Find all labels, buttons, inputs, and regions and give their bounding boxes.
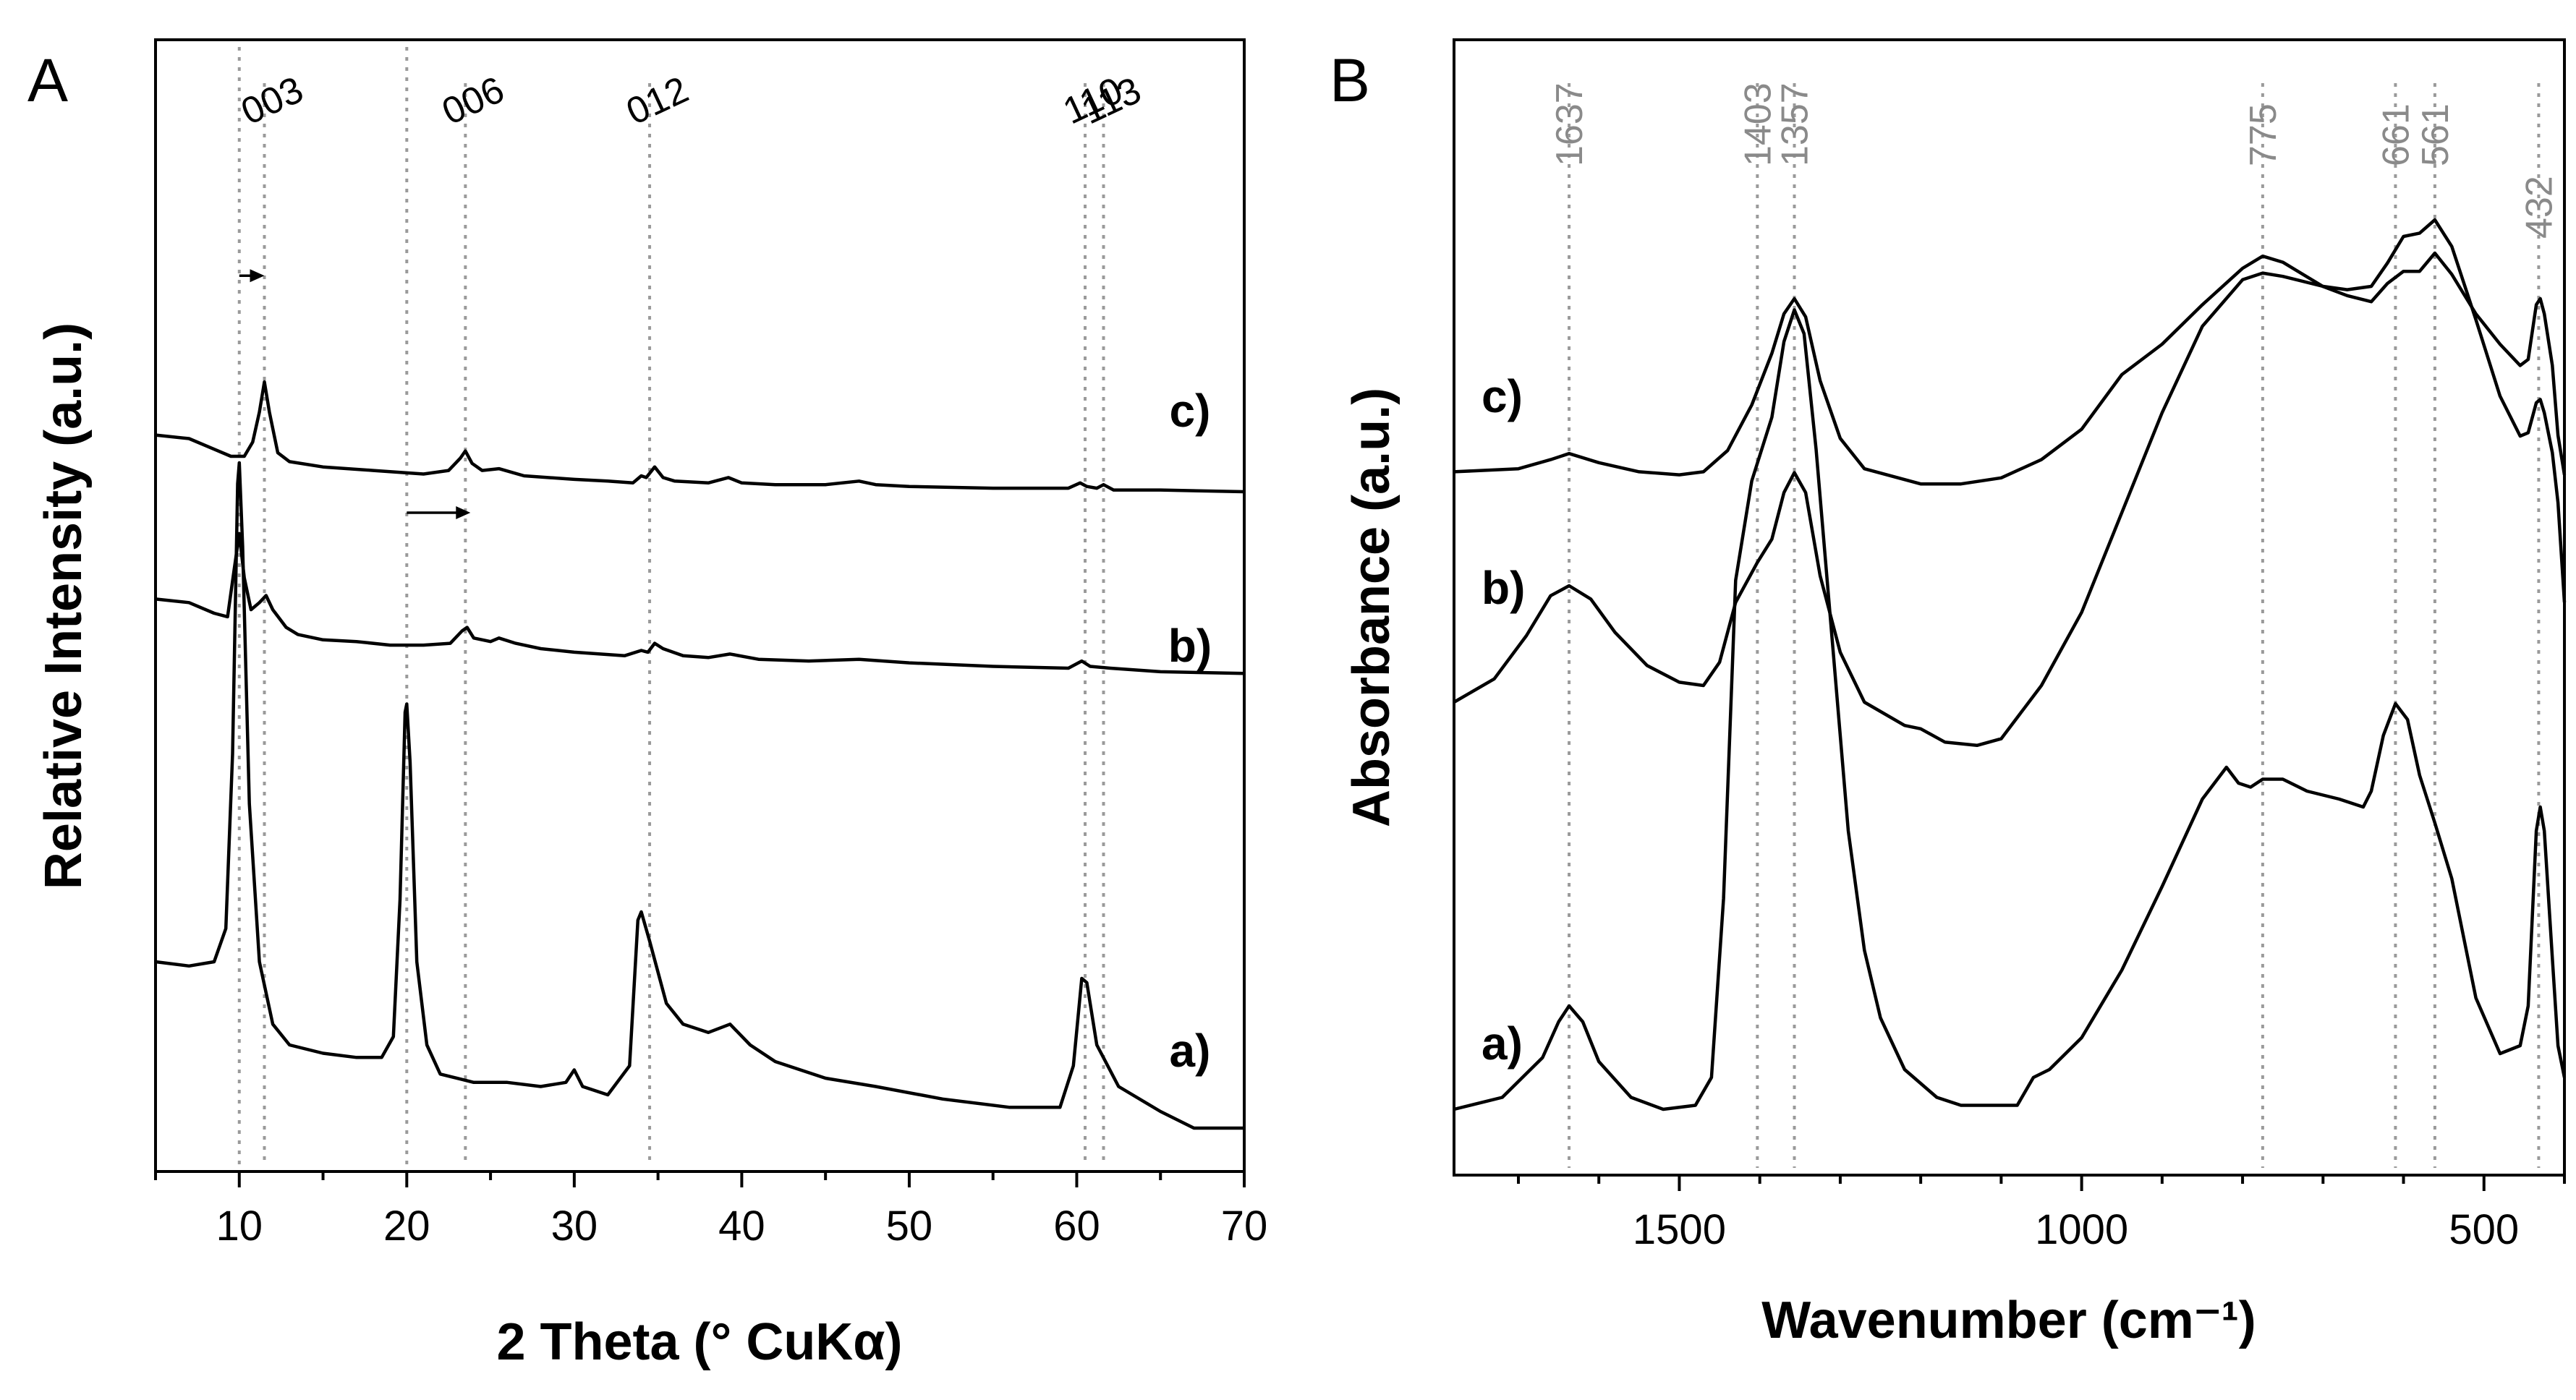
x-tick-label-30: 30 [551, 1203, 598, 1250]
peak-label-432: 432 [2518, 176, 2560, 239]
panel-a-shift-arrows [239, 269, 471, 519]
peak-label-661: 661 [2375, 103, 2417, 166]
x-tick-label-1500: 1500 [1633, 1206, 1726, 1253]
peak-label-1357: 1357 [1774, 82, 1816, 166]
peak-label-1637: 1637 [1549, 82, 1591, 166]
peak-label-012: 012 [620, 69, 694, 133]
shift-arrow-head-0 [250, 269, 265, 283]
panel-a-peak-markers [237, 47, 1105, 1164]
panel-b-traces [1453, 218, 2567, 1111]
trace-a [155, 461, 1244, 1130]
panel-b-x-ticks: 1500 1000 500 [1516, 1175, 2566, 1253]
panel-b-trace-labels: c) b) a) [1482, 370, 1525, 1070]
panel-b-peak-markers [1568, 83, 2541, 1168]
x-tick-label-20: 20 [383, 1203, 430, 1250]
panel-b-y-axis-title: Absorbance (a.u.) [1343, 388, 1400, 827]
x-tick-label-60: 60 [1053, 1203, 1100, 1250]
trace-b [155, 532, 1245, 675]
trace-label-c: c) [1170, 385, 1211, 437]
panel-a-x-ticks: 10 20 30 40 50 60 70 [154, 1171, 1268, 1250]
panel-a-y-axis-title: Relative Intensity (a.u.) [35, 323, 93, 889]
panel-a-trace-labels: c) b) a) [1168, 385, 1212, 1077]
x-tick-label-70: 70 [1221, 1203, 1268, 1250]
panel-b-plot-frame [1453, 38, 2566, 1177]
shift-arrow-head-1 [456, 506, 471, 519]
trace-a [1453, 308, 2567, 1111]
x-tick-label-10: 10 [216, 1203, 263, 1250]
peak-label-1403: 1403 [1737, 82, 1779, 166]
panel-b-x-axis-title-text: Wavenumber (cm⁻¹) [1761, 1292, 2256, 1349]
x-tick-label-40: 40 [718, 1203, 765, 1250]
trace-c [155, 380, 1245, 494]
trace-b [1453, 218, 2567, 748]
panel-b-x-axis-title: Wavenumber (cm⁻¹) [1761, 1292, 2256, 1349]
peak-label-006: 006 [436, 69, 511, 133]
panel-a-plot-frame [154, 38, 1246, 1173]
trace-label-a: a) [1170, 1025, 1211, 1077]
x-tick-label-1000: 1000 [2035, 1206, 2128, 1253]
x-tick-label-500: 500 [2449, 1206, 2519, 1253]
peak-label-003: 003 [235, 69, 310, 133]
panel-b-letter: B [1330, 46, 1370, 114]
trace-label-a: a) [1482, 1017, 1523, 1070]
trace-c [1453, 251, 2567, 486]
panel-a-traces [155, 380, 1245, 1130]
trace-label-b: b) [1168, 620, 1212, 672]
x-tick-label-50: 50 [886, 1203, 933, 1250]
peak-label-775: 775 [2243, 103, 2284, 166]
peak-label-561: 561 [2415, 103, 2457, 166]
trace-label-c: c) [1482, 370, 1523, 422]
panel-a-x-axis-title: 2 Theta (° CuKα) [496, 1313, 902, 1371]
trace-label-b: b) [1482, 562, 1525, 614]
panel-a-letter: A [27, 46, 68, 114]
